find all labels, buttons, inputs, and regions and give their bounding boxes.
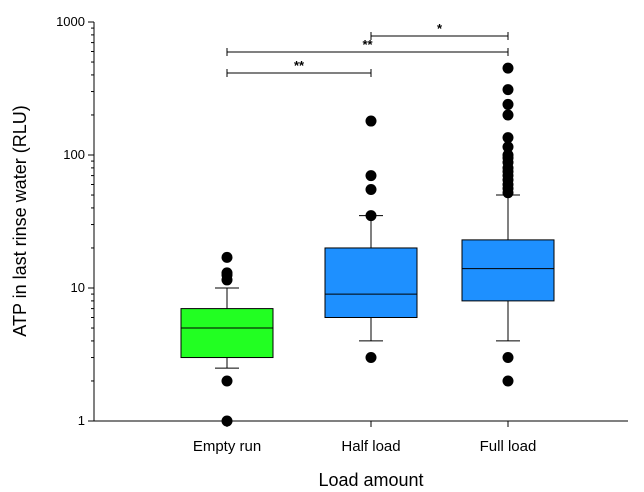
significance-label: ** (294, 58, 305, 73)
outlier-point (502, 141, 514, 153)
outlier-point (502, 375, 514, 387)
outlier-point (502, 109, 514, 121)
outlier-point (502, 149, 514, 161)
y-tick-label: 100 (63, 147, 85, 162)
significance-bracket: ** (226, 58, 372, 77)
box-iqr (324, 247, 418, 319)
box-iqr (461, 239, 555, 302)
y-tick-label: 1 (78, 413, 85, 428)
significance-brackets: ***** (226, 21, 509, 77)
significance-bracket: ** (226, 37, 509, 56)
box-half-load (324, 115, 418, 364)
outlier-point (502, 84, 514, 96)
x-axis: Empty run Half load Full load (193, 421, 537, 455)
box-iqr (180, 308, 274, 359)
y-axis: 1 10 100 1000 (56, 14, 94, 428)
outlier-point (365, 184, 377, 196)
plot-area (93, 22, 628, 422)
y-tick-label: 10 (71, 280, 85, 295)
box-series (180, 62, 555, 427)
outlier-point (365, 170, 377, 182)
outlier-point (502, 98, 514, 110)
significance-bracket: * (370, 21, 509, 40)
outlier-point (365, 115, 377, 127)
box-full-load (461, 62, 555, 387)
significance-label: * (437, 21, 443, 36)
outlier-point (221, 415, 233, 427)
outlier-point (365, 210, 377, 222)
outlier-point (221, 251, 233, 263)
x-tick-label: Full load (480, 438, 537, 455)
outlier-point (221, 267, 233, 279)
outlier-point (502, 62, 514, 74)
outlier-point (221, 375, 233, 387)
box-empty-run (180, 251, 274, 427)
outlier-point (502, 352, 514, 364)
y-tick-label: 1000 (56, 14, 85, 29)
outlier-point (365, 352, 377, 364)
y-axis-title: ATP in last rinse water (RLU) (10, 105, 30, 336)
x-tick-label: Half load (341, 438, 400, 455)
outlier-point (502, 132, 514, 144)
x-axis-title: Load amount (318, 470, 423, 490)
x-tick-label: Empty run (193, 438, 261, 455)
significance-label: ** (362, 37, 373, 52)
